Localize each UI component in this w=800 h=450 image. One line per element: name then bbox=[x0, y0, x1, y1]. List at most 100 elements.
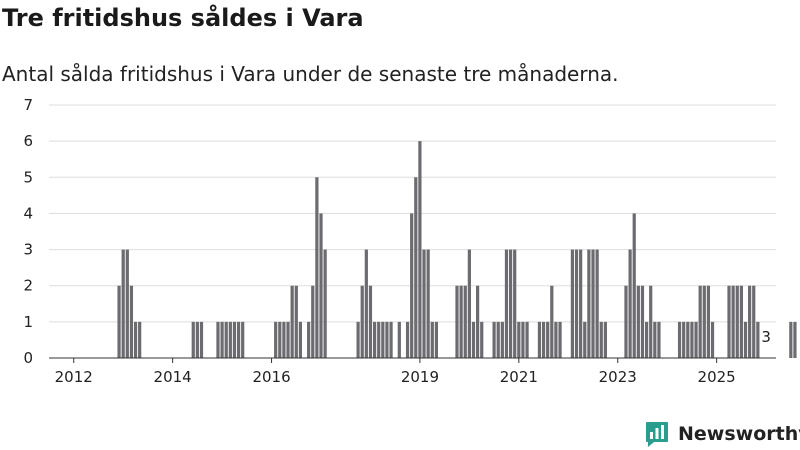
bar bbox=[595, 249, 599, 358]
bar bbox=[698, 285, 702, 358]
brand-name: Newsworthy bbox=[678, 423, 800, 445]
bar bbox=[583, 321, 587, 358]
bar bbox=[653, 321, 657, 358]
bar bbox=[121, 249, 125, 358]
bar bbox=[517, 321, 521, 358]
bar bbox=[756, 321, 760, 358]
bar bbox=[228, 321, 232, 358]
bar bbox=[389, 321, 393, 358]
chart-title: Tre fritidshus såldes i Vara bbox=[2, 4, 364, 32]
bar bbox=[274, 321, 278, 358]
bar bbox=[702, 285, 706, 358]
bar bbox=[241, 321, 245, 358]
bar bbox=[372, 321, 377, 358]
bar bbox=[195, 321, 199, 358]
bar bbox=[579, 249, 583, 358]
bar bbox=[554, 321, 558, 358]
bar bbox=[216, 321, 220, 358]
bar bbox=[138, 321, 142, 358]
bar bbox=[550, 285, 554, 358]
y-tick-label: 6 bbox=[23, 132, 33, 150]
bar bbox=[236, 321, 241, 358]
bar bbox=[599, 321, 603, 358]
bar bbox=[570, 249, 575, 358]
y-tick-label: 4 bbox=[23, 204, 33, 222]
chart-subtitle: Antal sålda fritidshus i Vara under de s… bbox=[2, 62, 619, 86]
bar bbox=[298, 321, 302, 358]
bar bbox=[521, 321, 525, 358]
bar bbox=[492, 321, 496, 358]
bar bbox=[735, 285, 739, 358]
bar bbox=[587, 249, 591, 358]
bar bbox=[323, 249, 327, 358]
bar bbox=[710, 321, 715, 358]
bar bbox=[311, 285, 315, 358]
bar bbox=[546, 321, 550, 358]
bar bbox=[397, 321, 401, 358]
data-labels: 3 bbox=[761, 328, 771, 346]
bar bbox=[356, 321, 360, 358]
axes: 0 1 2 3 4 5 6 7 2012 2014 2016 2019 2021 2023 2025 bbox=[23, 96, 776, 386]
bar bbox=[624, 285, 628, 358]
bar bbox=[504, 249, 509, 358]
bar bbox=[315, 177, 319, 358]
bar bbox=[467, 249, 471, 358]
y-tick-label: 5 bbox=[23, 168, 33, 186]
bar bbox=[224, 321, 228, 358]
bar bbox=[463, 285, 467, 358]
x-tick-label: 2016 bbox=[252, 368, 290, 386]
bar bbox=[649, 285, 653, 358]
bar bbox=[360, 285, 364, 358]
y-tick-label: 7 bbox=[23, 96, 33, 114]
bar bbox=[307, 321, 311, 358]
bar bbox=[381, 321, 385, 358]
bar-chart: 0 1 2 3 4 5 6 7 2012 2014 2016 2019 2021 2023 2025 3 bbox=[23, 96, 797, 386]
bar bbox=[574, 249, 579, 358]
bar bbox=[525, 321, 529, 358]
bar bbox=[632, 213, 636, 358]
bar bbox=[199, 321, 204, 358]
bar bbox=[500, 321, 504, 358]
bar bbox=[541, 321, 546, 358]
bar bbox=[690, 321, 694, 358]
bar bbox=[644, 321, 649, 358]
bar bbox=[191, 321, 195, 358]
bar bbox=[377, 321, 381, 358]
bar bbox=[286, 321, 290, 358]
latest-value-label: 3 bbox=[761, 328, 771, 346]
x-tick-label: 2012 bbox=[55, 368, 93, 386]
bar bbox=[686, 321, 690, 358]
bar bbox=[496, 321, 500, 358]
x-tick-label: 2014 bbox=[154, 368, 192, 386]
bar bbox=[459, 285, 463, 358]
y-tick-label: 0 bbox=[23, 349, 33, 367]
bar bbox=[422, 249, 426, 358]
bar bbox=[125, 249, 129, 358]
bar bbox=[508, 249, 513, 358]
bars bbox=[117, 141, 797, 358]
bar bbox=[471, 321, 476, 358]
bar bbox=[133, 321, 138, 358]
x-tick-label: 2021 bbox=[500, 368, 538, 386]
bar bbox=[232, 321, 237, 358]
newsworthy-brand: Newsworthy bbox=[645, 420, 800, 448]
bar bbox=[319, 213, 323, 358]
bar bbox=[743, 321, 748, 358]
bar bbox=[739, 285, 743, 358]
bar bbox=[455, 285, 459, 358]
bar bbox=[706, 285, 711, 358]
bar bbox=[752, 285, 756, 358]
x-tick-label: 2023 bbox=[599, 368, 637, 386]
y-tick-label: 3 bbox=[23, 241, 33, 259]
bar bbox=[513, 249, 517, 358]
bar bbox=[694, 321, 698, 358]
bar bbox=[793, 321, 797, 358]
bar bbox=[657, 321, 661, 358]
bar bbox=[603, 321, 607, 358]
bar bbox=[405, 321, 410, 358]
bar bbox=[591, 249, 595, 358]
bar bbox=[640, 285, 645, 358]
bar bbox=[628, 249, 632, 358]
x-tick-label: 2019 bbox=[401, 368, 439, 386]
bar bbox=[430, 321, 434, 358]
